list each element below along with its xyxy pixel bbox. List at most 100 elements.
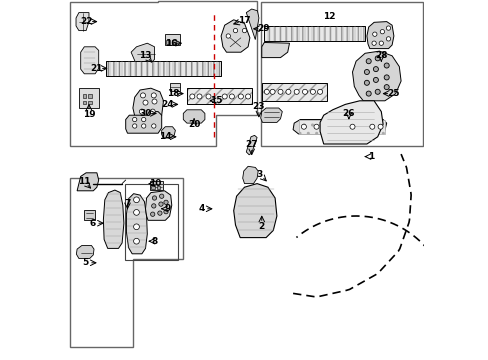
Polygon shape bbox=[133, 88, 163, 121]
Text: 11: 11 bbox=[78, 177, 90, 186]
Text: 4: 4 bbox=[198, 204, 204, 213]
Circle shape bbox=[294, 89, 299, 94]
Bar bbox=[171, 40, 176, 44]
Circle shape bbox=[380, 30, 384, 34]
Bar bbox=[125, 184, 178, 260]
Bar bbox=[79, 88, 99, 108]
Circle shape bbox=[159, 202, 163, 206]
Circle shape bbox=[163, 200, 168, 204]
Circle shape bbox=[384, 85, 388, 90]
Text: 25: 25 bbox=[386, 89, 399, 98]
Circle shape bbox=[384, 75, 388, 80]
Text: 5: 5 bbox=[82, 258, 89, 267]
Text: 8: 8 bbox=[151, 237, 158, 246]
Text: 21: 21 bbox=[90, 64, 102, 73]
Text: 22: 22 bbox=[80, 17, 93, 26]
Text: 7: 7 bbox=[124, 199, 130, 207]
Bar bbox=[264, 26, 365, 41]
Circle shape bbox=[264, 89, 269, 94]
Text: 20: 20 bbox=[187, 120, 200, 129]
Polygon shape bbox=[76, 13, 89, 31]
Circle shape bbox=[378, 41, 383, 45]
Text: 23: 23 bbox=[252, 102, 264, 111]
Circle shape bbox=[205, 94, 211, 99]
Text: 27: 27 bbox=[245, 140, 258, 149]
Polygon shape bbox=[233, 184, 276, 238]
Circle shape bbox=[371, 41, 375, 45]
Bar bbox=[151, 186, 155, 189]
Bar bbox=[82, 101, 86, 104]
Bar bbox=[106, 61, 221, 76]
Circle shape bbox=[151, 204, 156, 208]
Circle shape bbox=[142, 100, 148, 105]
Circle shape bbox=[313, 124, 318, 129]
Bar bbox=[169, 83, 179, 91]
Polygon shape bbox=[260, 108, 282, 122]
Polygon shape bbox=[183, 110, 204, 123]
Polygon shape bbox=[162, 127, 175, 138]
Bar bbox=[156, 186, 160, 189]
Circle shape bbox=[189, 94, 194, 99]
Polygon shape bbox=[366, 22, 393, 49]
Polygon shape bbox=[81, 47, 99, 74]
Circle shape bbox=[302, 89, 307, 94]
Bar bbox=[186, 88, 251, 104]
Bar bbox=[88, 101, 91, 104]
Circle shape bbox=[141, 124, 145, 128]
Polygon shape bbox=[242, 166, 258, 184]
Circle shape bbox=[242, 28, 246, 33]
Text: 1: 1 bbox=[367, 152, 373, 161]
Polygon shape bbox=[103, 190, 123, 248]
Circle shape bbox=[366, 91, 370, 96]
Polygon shape bbox=[292, 120, 386, 134]
Circle shape bbox=[373, 77, 378, 82]
Circle shape bbox=[366, 59, 370, 64]
Circle shape bbox=[222, 94, 227, 99]
Bar bbox=[261, 83, 326, 101]
Bar bbox=[186, 88, 251, 104]
Bar bbox=[150, 181, 163, 190]
Circle shape bbox=[150, 109, 155, 114]
Circle shape bbox=[197, 94, 202, 99]
Circle shape bbox=[233, 28, 237, 33]
Circle shape bbox=[159, 194, 163, 198]
Polygon shape bbox=[77, 173, 99, 191]
Polygon shape bbox=[145, 191, 171, 220]
Circle shape bbox=[277, 89, 283, 94]
Circle shape bbox=[140, 93, 145, 98]
Circle shape bbox=[373, 67, 378, 72]
Circle shape bbox=[133, 224, 139, 230]
Polygon shape bbox=[125, 112, 162, 133]
Bar bbox=[82, 94, 86, 98]
Text: 13: 13 bbox=[139, 51, 151, 60]
Text: 26: 26 bbox=[342, 109, 354, 117]
Text: 15: 15 bbox=[209, 96, 222, 105]
Polygon shape bbox=[261, 42, 289, 58]
Circle shape bbox=[386, 37, 390, 41]
Text: 24: 24 bbox=[161, 100, 173, 109]
Bar bbox=[84, 210, 95, 220]
Circle shape bbox=[139, 109, 144, 114]
Text: 3: 3 bbox=[256, 170, 262, 179]
Circle shape bbox=[151, 93, 156, 98]
Circle shape bbox=[384, 63, 388, 68]
Text: 28: 28 bbox=[374, 51, 387, 60]
Text: 12: 12 bbox=[322, 12, 335, 21]
Bar bbox=[264, 26, 365, 41]
Polygon shape bbox=[221, 20, 249, 52]
Circle shape bbox=[133, 238, 139, 244]
Circle shape bbox=[152, 196, 156, 200]
Circle shape bbox=[349, 124, 354, 129]
Polygon shape bbox=[246, 135, 257, 155]
Text: 29: 29 bbox=[257, 24, 270, 33]
Circle shape bbox=[369, 124, 374, 129]
Circle shape bbox=[150, 212, 155, 216]
Circle shape bbox=[229, 94, 234, 99]
Text: 10: 10 bbox=[148, 179, 161, 188]
Polygon shape bbox=[76, 246, 94, 258]
Circle shape bbox=[245, 94, 250, 99]
Circle shape bbox=[374, 89, 380, 94]
Polygon shape bbox=[131, 43, 154, 65]
Text: 30: 30 bbox=[140, 109, 152, 118]
Text: 17: 17 bbox=[237, 16, 250, 25]
